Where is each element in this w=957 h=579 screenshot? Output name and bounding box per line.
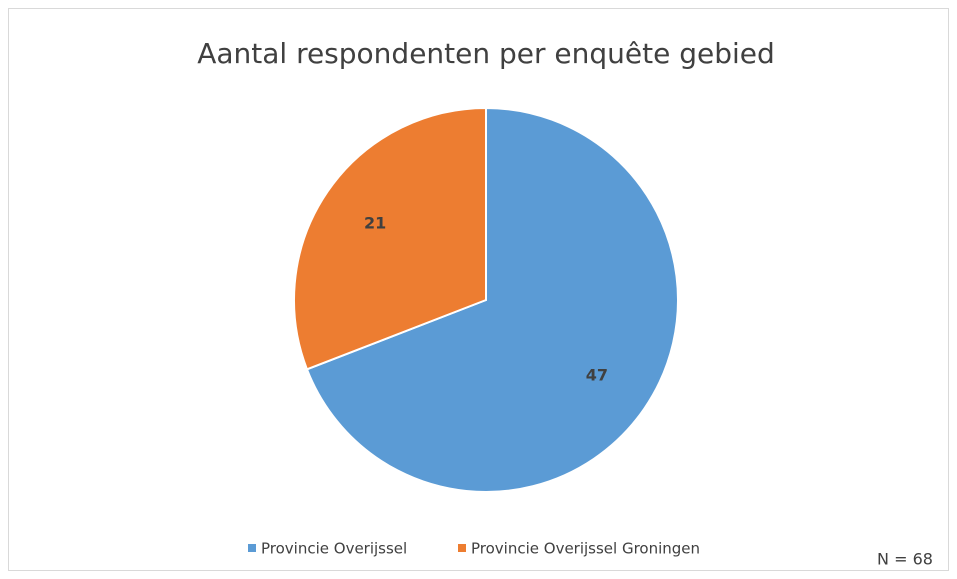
pie-slice (293, 106, 487, 371)
pie-slice (305, 106, 679, 493)
legend-swatch (248, 544, 256, 552)
annotation: N = 68 (877, 550, 933, 569)
chart-title: Aantal respondenten per enquête gebied (197, 37, 775, 70)
legend-label: Provincie Overijssel Groningen (471, 540, 700, 558)
data-label: 21 (364, 214, 386, 233)
legend-label: Provincie Overijssel (261, 540, 407, 558)
legend-swatch (458, 544, 466, 552)
data-label: 47 (586, 365, 608, 384)
